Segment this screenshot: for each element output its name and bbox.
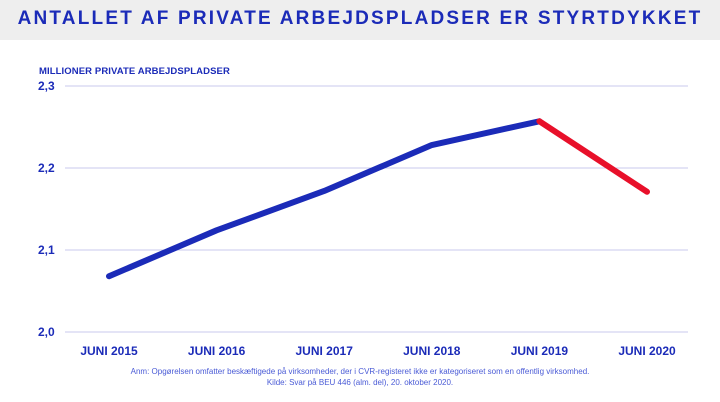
y-tick-label: 2,2 [38,161,55,175]
x-tick-label: JUNI 2017 [296,344,354,358]
y-axis-label: MILLIONER PRIVATE ARBEJDSPLADSER [39,66,230,77]
grid-lines [65,85,688,333]
y-tick-labels: 2,0 2,1 2,2 2,3 [38,79,55,339]
y-tick-label: 2,0 [38,325,55,339]
x-tick-label: JUNI 2018 [403,344,461,358]
series-line-decline [536,118,650,195]
x-tick-label: JUNI 2020 [618,344,676,358]
x-tick-label: JUNI 2019 [511,344,569,358]
x-tick-label: JUNI 2016 [188,344,246,358]
chart-title: ANTALLET AF PRIVATE ARBEJDSPLADSER ER ST… [17,8,703,29]
series-lines [106,118,650,280]
x-tick-label: JUNI 2015 [80,344,138,358]
y-tick-label: 2,1 [38,243,55,257]
footnote-source: Kilde: Svar på BEU 446 (alm. del), 20. o… [266,378,454,387]
x-tick-labels: JUNI 2015 JUNI 2016 JUNI 2017 JUNI 2018 JUNI… [80,344,676,358]
footnote-note: Anm: Opgørelsen omfatter beskæftigede på… [130,367,590,376]
series-line-growth [106,118,543,280]
y-tick-label: 2,3 [38,79,55,93]
title-banner [0,0,720,40]
footnote: Anm: Opgørelsen omfatter beskæftigede på… [0,366,720,388]
